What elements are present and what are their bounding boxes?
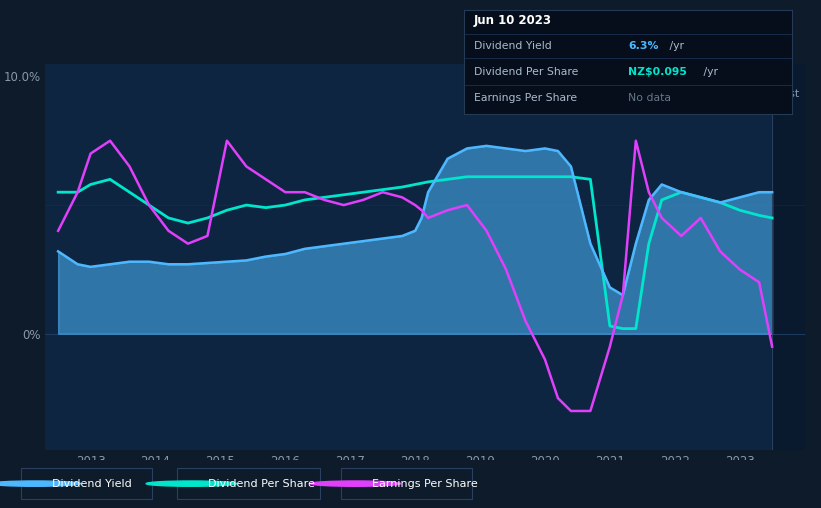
Circle shape: [146, 481, 236, 486]
Circle shape: [0, 481, 80, 486]
Text: Earnings Per Share: Earnings Per Share: [474, 92, 577, 103]
Text: 6.3%: 6.3%: [628, 41, 658, 51]
Text: Dividend Yield: Dividend Yield: [474, 41, 552, 51]
Text: Dividend Yield: Dividend Yield: [52, 479, 131, 489]
Text: Jun 10 2023: Jun 10 2023: [474, 14, 552, 27]
Text: Past: Past: [777, 89, 800, 99]
Text: Earnings Per Share: Earnings Per Share: [372, 479, 478, 489]
FancyBboxPatch shape: [21, 468, 152, 499]
Text: NZ$0.095: NZ$0.095: [628, 67, 687, 77]
Circle shape: [310, 481, 401, 486]
Text: /yr: /yr: [666, 41, 684, 51]
Text: Dividend Per Share: Dividend Per Share: [474, 67, 578, 77]
Bar: [772, 64, 805, 450]
Bar: [45, 64, 772, 450]
Text: /yr: /yr: [700, 67, 718, 77]
Text: No data: No data: [628, 92, 671, 103]
FancyBboxPatch shape: [341, 468, 472, 499]
FancyBboxPatch shape: [177, 468, 320, 499]
Text: Dividend Per Share: Dividend Per Share: [208, 479, 314, 489]
